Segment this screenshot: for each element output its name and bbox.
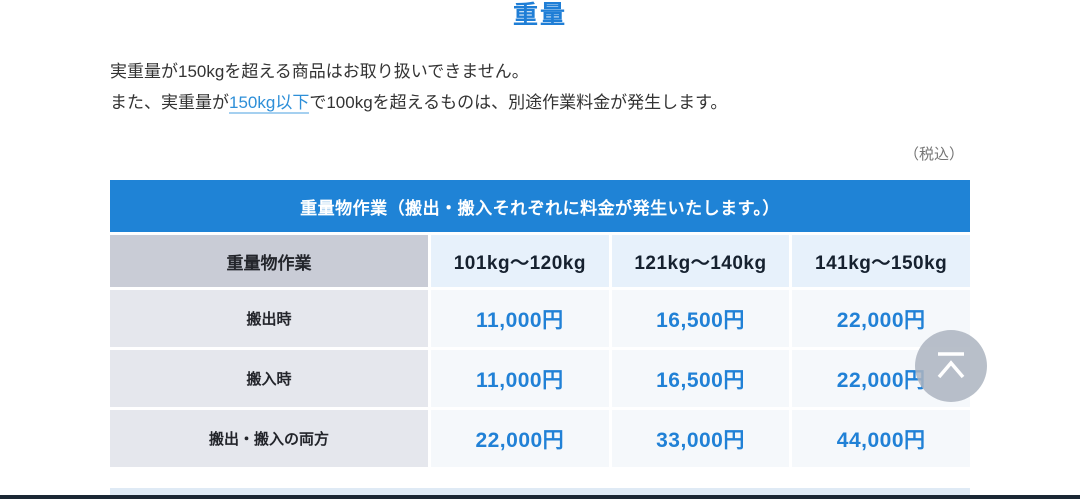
page-title: 重量: [512, 1, 567, 29]
next-section-top-edge: [110, 488, 970, 495]
price-cell: 16,500円: [611, 350, 790, 407]
screenshot-bottom-edge: [0, 495, 1080, 499]
row-label-carry-in: 搬入時: [110, 350, 428, 407]
intro-line-2-pre: また、実重量が: [110, 93, 229, 112]
row-label-carry-out: 搬出時: [110, 290, 428, 347]
table-grid: 重量物作業 101kg～120kg 121kg～140kg 141kg～150k…: [110, 235, 970, 467]
table-caption: 重量物作業（搬出・搬入それぞれに料金が発生いたします。）: [110, 180, 970, 232]
price-cell: 16,500円: [611, 290, 790, 347]
intro-line-1: 実重量が150kgを超える商品はお取り扱いできません。: [110, 62, 529, 81]
back-to-top-button[interactable]: [915, 330, 987, 402]
intro-line-2-post: で100kgを超えるものは、別途作業料金が発生します。: [309, 93, 728, 112]
weight-limit-link[interactable]: 150kg以下: [229, 93, 310, 114]
price-cell: 22,000円: [792, 290, 970, 347]
column-header-101-120: 101kg～120kg: [431, 235, 609, 287]
column-header-121-140: 121kg～140kg: [611, 235, 790, 287]
tax-included-note: （税込）: [903, 146, 964, 163]
table-corner-header: 重量物作業: [110, 235, 428, 287]
price-cell: 11,000円: [431, 290, 609, 347]
price-cell: 33,000円: [611, 410, 790, 467]
arrow-up-to-line-icon: [933, 350, 969, 382]
price-cell: 22,000円: [431, 410, 609, 467]
intro-line-2: また、実重量が150kg以下で100kgを超えるものは、別途作業料金が発生します…: [110, 87, 727, 118]
heavy-item-price-table: 重量物作業（搬出・搬入それぞれに料金が発生いたします。） 重量物作業 101kg…: [110, 180, 970, 467]
price-cell: 11,000円: [431, 350, 609, 407]
column-header-141-150: 141kg～150kg: [792, 235, 970, 287]
intro-text: 実重量が150kgを超える商品はお取り扱いできません。 また、実重量が150kg…: [110, 56, 727, 118]
price-cell: 44,000円: [792, 410, 970, 467]
row-label-both: 搬出・搬入の両方: [110, 410, 428, 467]
